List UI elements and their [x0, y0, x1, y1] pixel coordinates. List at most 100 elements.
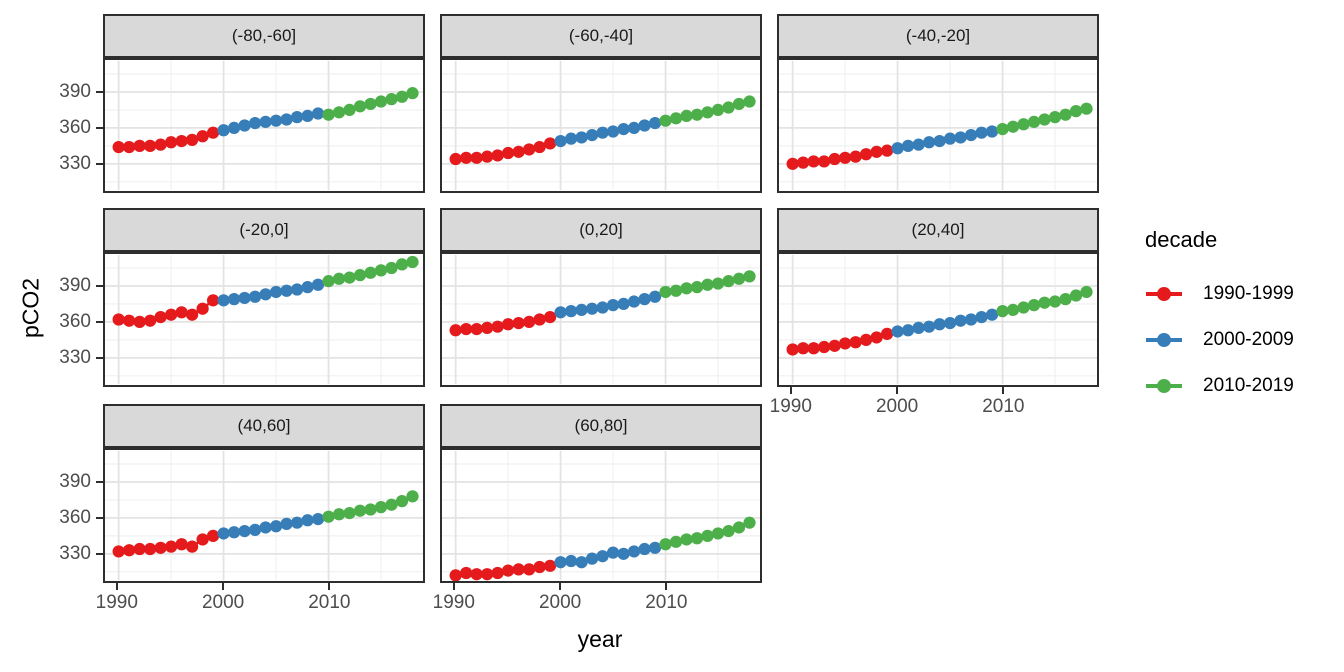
legend-items: 1990-1999 2000-2009 2010-2019	[1145, 283, 1294, 397]
data-point	[206, 294, 220, 307]
x-tick-mark	[1002, 387, 1005, 394]
data-point	[585, 302, 599, 315]
data-point	[554, 134, 567, 148]
data-point	[954, 131, 967, 144]
y-tick-mark	[96, 320, 103, 323]
data-point	[481, 321, 494, 335]
x-tick-mark	[328, 583, 331, 590]
facet-strip: (-40,-20]	[777, 14, 1099, 58]
data-point	[617, 122, 630, 136]
data-point	[491, 566, 504, 580]
data-point	[818, 155, 831, 168]
data-point	[1069, 105, 1083, 118]
data-point	[638, 293, 651, 306]
data-point	[1017, 301, 1030, 314]
data-point	[395, 258, 409, 271]
y-tick-mark	[96, 357, 103, 360]
data-point	[659, 114, 672, 127]
data-point	[701, 278, 714, 291]
data-point	[901, 324, 915, 337]
panel-canvas	[442, 254, 760, 385]
data-point	[164, 308, 178, 321]
data-point	[395, 495, 409, 508]
data-point	[596, 301, 609, 314]
x-tick-label: 2000	[538, 592, 582, 613]
y-tick-label: 360	[59, 116, 91, 138]
data-point	[1059, 108, 1072, 121]
panel-canvas	[105, 254, 423, 385]
data-point	[1017, 118, 1030, 131]
data-point	[849, 336, 862, 349]
facet-panel	[103, 58, 425, 193]
data-point	[123, 314, 136, 327]
y-tick-label: 390	[59, 274, 91, 296]
x-axis-title: year	[577, 626, 623, 652]
y-tick-label: 360	[59, 506, 91, 528]
data-point	[470, 322, 483, 336]
data-point	[332, 508, 346, 521]
data-point	[711, 527, 725, 540]
data-point	[280, 517, 293, 531]
data-point	[154, 541, 167, 554]
data-point	[206, 529, 220, 542]
y-tick-mark	[96, 553, 103, 556]
data-point	[1027, 115, 1041, 129]
legend: decade 1990-1999 2000-2009 2010-2019	[1145, 227, 1294, 421]
panel-canvas	[442, 60, 760, 191]
data-point	[975, 310, 988, 324]
data-point	[280, 113, 293, 126]
y-tick-label: 390	[59, 470, 91, 492]
data-point	[669, 112, 683, 125]
legend-item-label: 1990-1999	[1203, 283, 1294, 304]
data-point	[206, 126, 220, 139]
data-point	[522, 143, 536, 156]
data-point	[501, 146, 515, 160]
data-point	[112, 545, 125, 558]
data-point	[807, 342, 820, 355]
y-tick-mark	[96, 284, 103, 287]
data-point	[554, 306, 567, 319]
data-point	[533, 140, 546, 154]
facet-strip: (20,40]	[777, 208, 1099, 252]
legend-key-point	[1157, 287, 1171, 301]
data-point	[912, 138, 925, 151]
data-point	[533, 560, 546, 574]
data-point	[786, 157, 799, 170]
x-tick-mark	[115, 583, 118, 590]
data-point	[1038, 296, 1051, 309]
x-tick-mark	[789, 387, 792, 394]
data-point	[238, 524, 251, 538]
data-point	[175, 306, 188, 319]
facet-strip: (-80,-60]	[103, 14, 425, 58]
data-point	[659, 538, 672, 551]
data-point	[449, 324, 462, 337]
data-point	[196, 302, 209, 315]
x-tick-mark	[896, 387, 899, 394]
data-point	[1038, 113, 1051, 126]
data-point	[870, 331, 883, 344]
data-point	[311, 107, 325, 120]
data-point	[364, 503, 377, 516]
data-point	[217, 124, 230, 137]
data-point	[460, 322, 473, 336]
data-point	[364, 266, 377, 279]
data-point	[1059, 293, 1072, 306]
data-point	[818, 340, 831, 354]
data-point	[585, 128, 599, 142]
facet-strip: (60,80]	[440, 404, 762, 448]
data-point	[269, 520, 283, 533]
data-point	[123, 544, 136, 557]
data-point	[732, 272, 746, 285]
data-point	[722, 101, 735, 114]
data-point	[627, 121, 641, 135]
data-point	[638, 542, 651, 556]
data-point	[353, 100, 367, 113]
data-point	[133, 542, 146, 556]
y-tick-mark	[96, 516, 103, 519]
data-point	[343, 506, 356, 520]
data-point	[680, 533, 693, 546]
data-point	[311, 278, 325, 291]
legend-item: 1990-1999	[1145, 283, 1294, 305]
data-point	[585, 552, 599, 565]
data-point	[964, 128, 978, 142]
